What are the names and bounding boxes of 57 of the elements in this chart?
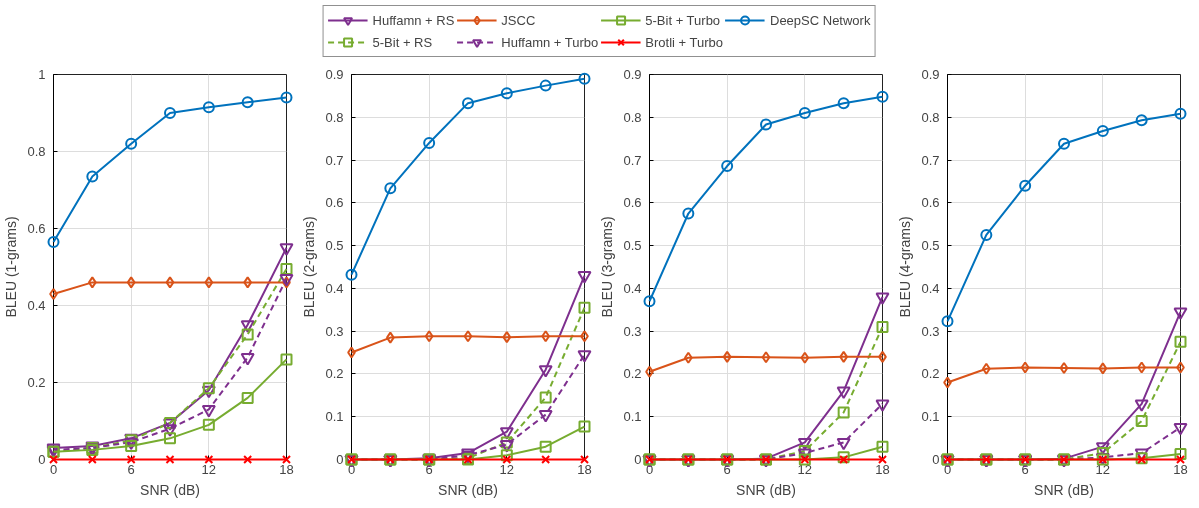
- y-tick-label: 0.7: [921, 152, 940, 168]
- y-tick-label: 0.6: [325, 195, 344, 211]
- y-tick-label: 0.7: [325, 152, 344, 168]
- y-axis-title: BLEU (1-grams): [3, 216, 20, 318]
- x-axis-title: SNR (dB): [1034, 481, 1094, 498]
- x-tick-label: 0: [49, 461, 58, 477]
- y-tick-label: 0.6: [623, 195, 642, 211]
- legend-label: Brotli + Turbo: [645, 34, 723, 50]
- x-tick-label: 12: [797, 461, 813, 477]
- y-tick-label: 0.7: [623, 152, 642, 168]
- x-tick-label: 12: [1095, 461, 1111, 477]
- y-tick-label: 0.5: [623, 238, 642, 254]
- x-axis-title: SNR (dB): [736, 481, 796, 498]
- legend-label: JSCC: [501, 12, 536, 28]
- y-tick-label: 0.6: [27, 221, 46, 236]
- y-tick-label: 0.8: [623, 109, 642, 125]
- y-axis-title: BLEU (2-grams): [301, 216, 318, 318]
- legend-label: DeepSC Network: [770, 12, 871, 28]
- x-tick-label: 6: [127, 461, 135, 477]
- y-tick-label: 0.9: [623, 67, 642, 82]
- y-tick-label: 0.5: [325, 238, 344, 254]
- x-tick-label: 18: [1173, 461, 1188, 477]
- x-axis-title: SNR (dB): [438, 481, 498, 498]
- legend-label: 5-Bit + Turbo: [645, 12, 721, 28]
- y-tick-label: 0.4: [325, 280, 344, 296]
- y-tick-label: 0.9: [921, 67, 940, 82]
- x-tick-label: 12: [201, 461, 217, 477]
- y-tick-label: 0.3: [921, 323, 940, 339]
- x-tick-label: 18: [875, 461, 890, 477]
- y-tick-label: 0.6: [921, 195, 940, 211]
- y-tick-label: 0.5: [921, 238, 940, 254]
- y-tick-label: 0.2: [623, 366, 642, 382]
- y-tick-label: 0.2: [325, 366, 344, 382]
- y-tick-label: 0.8: [325, 109, 344, 125]
- y-tick-label: 0.3: [623, 323, 642, 339]
- y-tick-label: 0.8: [27, 144, 46, 159]
- legend-label: Huffamn + RS: [372, 12, 455, 28]
- x-axis-title: SNR (dB): [140, 481, 200, 498]
- y-tick-label: 0.3: [325, 323, 344, 339]
- y-axis-title: BLEU (3-grams): [599, 216, 616, 318]
- y-tick-label: 0.4: [921, 280, 940, 296]
- y-tick-label: 0.4: [623, 280, 642, 296]
- x-tick-label: 12: [499, 461, 515, 477]
- y-tick-label: 0.8: [921, 109, 940, 125]
- y-tick-label: 1: [38, 67, 46, 82]
- x-tick-label: 18: [577, 461, 592, 477]
- y-tick-label: 0.2: [921, 366, 940, 382]
- x-tick-label: 18: [279, 461, 294, 477]
- y-axis-title: BLEU (4-grams): [897, 216, 914, 318]
- y-tick-label: 0.1: [921, 409, 940, 425]
- y-tick-label: 0.4: [27, 298, 46, 313]
- y-tick-label: 0.2: [27, 375, 46, 390]
- y-tick-label: 0.1: [623, 409, 642, 425]
- y-tick-label: 0.9: [325, 67, 344, 82]
- legend-label: 5-Bit + RS: [372, 34, 433, 50]
- y-tick-label: 0.1: [325, 409, 344, 425]
- legend-label: Huffamn + Turbo: [501, 34, 599, 50]
